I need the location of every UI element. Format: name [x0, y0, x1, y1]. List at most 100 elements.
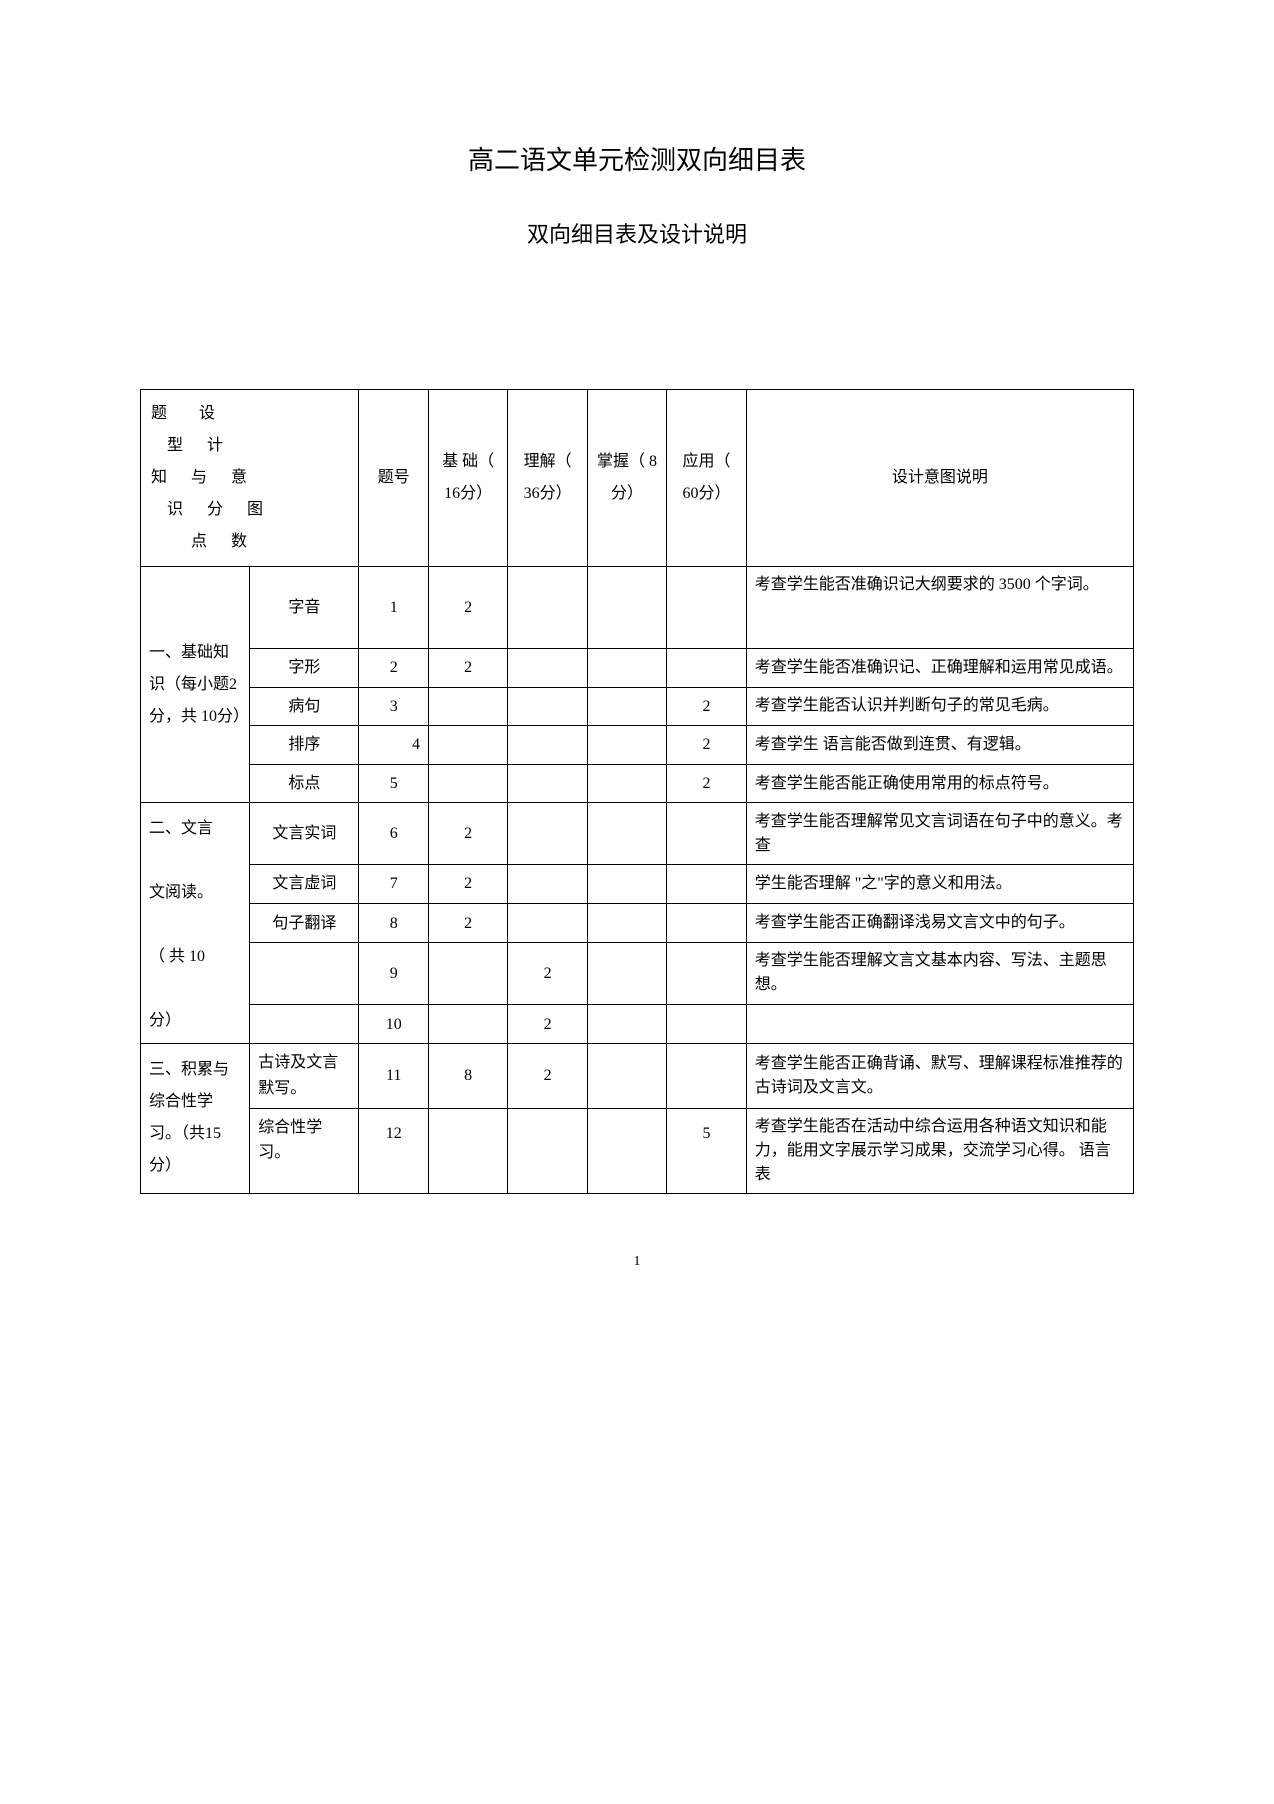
- score-master: [587, 865, 666, 904]
- header-understand: 理解（ 36分）: [508, 390, 587, 567]
- knowledge-point: 字音: [250, 567, 359, 649]
- score-basic: 2: [428, 567, 507, 649]
- score-master: [587, 904, 666, 943]
- score-understand: [508, 904, 587, 943]
- table-row: 排序 4 2 考查学生 语言能否做到连贯、有逻辑。: [141, 726, 1134, 765]
- score-master: [587, 803, 666, 865]
- score-understand: [508, 1108, 587, 1193]
- question-number: 11: [359, 1044, 429, 1108]
- row-description: 考查学生能否正确翻译浅易文言文中的句子。: [746, 904, 1133, 943]
- score-understand: [508, 687, 587, 726]
- table-row: 二、文言 文阅读。 （ 共 10 分） 文言实词 6 2 考查学生能否理解常见文…: [141, 803, 1134, 865]
- section-1-label: 一、基础知识（每小题2 分，共 10分）: [141, 567, 250, 803]
- page-number: 1: [140, 1254, 1134, 1270]
- knowledge-point: 排序: [250, 726, 359, 765]
- row-description: 考查学生能否在活动中综合运用各种语文知识和能力，能用文字展示学习成果，交流学习心…: [746, 1108, 1133, 1193]
- table-row: 一、基础知识（每小题2 分，共 10分） 字音 1 2 考查学生能否准确识记大纲…: [141, 567, 1134, 649]
- score-master: [587, 943, 666, 1005]
- knowledge-point: [250, 943, 359, 1005]
- section-2-label: 二、文言 文阅读。 （ 共 10 分）: [141, 803, 250, 1044]
- header-explain: 设计意图说明: [746, 390, 1133, 567]
- question-number: 4: [359, 726, 429, 765]
- score-understand: [508, 865, 587, 904]
- knowledge-point: 古诗及文言默写。: [250, 1044, 359, 1108]
- score-understand: [508, 726, 587, 765]
- score-basic: [428, 1005, 507, 1044]
- score-apply: [667, 803, 746, 865]
- score-understand: 2: [508, 1044, 587, 1108]
- row-description: 考查学生能否准确识记大纲要求的 3500 个字词。: [746, 567, 1133, 649]
- table-row: 文言虚词 7 2 学生能否理解 "之"字的意义和用法。: [141, 865, 1134, 904]
- score-basic: [428, 687, 507, 726]
- score-master: [587, 567, 666, 649]
- score-apply: [667, 649, 746, 688]
- header-master: 掌握（ 8分）: [587, 390, 666, 567]
- score-basic: [428, 764, 507, 803]
- score-understand: [508, 803, 587, 865]
- question-number: 8: [359, 904, 429, 943]
- question-number: 12: [359, 1108, 429, 1193]
- question-number: 10: [359, 1005, 429, 1044]
- score-apply: 2: [667, 726, 746, 765]
- row-description: [746, 1005, 1133, 1044]
- row-description: 考查学生能否正确背诵、默写、理解课程标准推荐的古诗词及文言文。: [746, 1044, 1133, 1108]
- score-master: [587, 726, 666, 765]
- table-row: 病句 3 2 考查学生能否认识并判断句子的常见毛病。: [141, 687, 1134, 726]
- knowledge-point: 标点: [250, 764, 359, 803]
- question-number: 5: [359, 764, 429, 803]
- table-row: 句子翻译 8 2 考查学生能否正确翻译浅易文言文中的句子。: [141, 904, 1134, 943]
- score-basic: 2: [428, 865, 507, 904]
- score-apply: [667, 1005, 746, 1044]
- table-row: 字形 2 2 考查学生能否准确识记、正确理解和运用常见成语。: [141, 649, 1134, 688]
- table-row: 9 2 考查学生能否理解文言文基本内容、写法、主题思想。: [141, 943, 1134, 1005]
- score-apply: [667, 904, 746, 943]
- header-diagonal: 题 设 型 计 知 与 意 识 分 图 点 数: [141, 390, 359, 567]
- score-basic: [428, 943, 507, 1005]
- header-apply: 应用（ 60分）: [667, 390, 746, 567]
- score-basic: 2: [428, 904, 507, 943]
- score-basic: 2: [428, 649, 507, 688]
- score-master: [587, 687, 666, 726]
- question-number: 9: [359, 943, 429, 1005]
- row-description: 考查学生能否理解文言文基本内容、写法、主题思想。: [746, 943, 1133, 1005]
- score-apply: [667, 567, 746, 649]
- score-basic: [428, 1108, 507, 1193]
- score-apply: 2: [667, 687, 746, 726]
- page-title: 高二语文单元检测双向细目表: [140, 140, 1134, 177]
- score-basic: 8: [428, 1044, 507, 1108]
- knowledge-point: 综合性学习。: [250, 1108, 359, 1193]
- table-row: 标点 5 2 考查学生能否能正确使用常用的标点符号。: [141, 764, 1134, 803]
- score-master: [587, 1005, 666, 1044]
- page-subtitle: 双向细目表及设计说明: [140, 217, 1134, 249]
- score-apply: 5: [667, 1108, 746, 1193]
- score-understand: [508, 567, 587, 649]
- row-description: 考查学生能否准确识记、正确理解和运用常见成语。: [746, 649, 1133, 688]
- knowledge-point: 字形: [250, 649, 359, 688]
- question-number: 3: [359, 687, 429, 726]
- knowledge-point: 文言实词: [250, 803, 359, 865]
- score-master: [587, 764, 666, 803]
- row-description: 学生能否理解 "之"字的意义和用法。: [746, 865, 1133, 904]
- score-apply: [667, 865, 746, 904]
- table-row: 10 2: [141, 1005, 1134, 1044]
- score-understand: 2: [508, 1005, 587, 1044]
- knowledge-point: 病句: [250, 687, 359, 726]
- score-apply: 2: [667, 764, 746, 803]
- question-number: 1: [359, 567, 429, 649]
- question-number: 2: [359, 649, 429, 688]
- row-description: 考查学生能否理解常见文言词语在句子中的意义。考查: [746, 803, 1133, 865]
- score-apply: [667, 1044, 746, 1108]
- knowledge-point: 句子翻译: [250, 904, 359, 943]
- table-header-row: 题 设 型 计 知 与 意 识 分 图 点 数 题号 基 础（ 16分） 理解（…: [141, 390, 1134, 567]
- specification-table: 题 设 型 计 知 与 意 识 分 图 点 数 题号 基 础（ 16分） 理解（…: [140, 389, 1134, 1194]
- question-number: 6: [359, 803, 429, 865]
- knowledge-point: [250, 1005, 359, 1044]
- score-basic: 2: [428, 803, 507, 865]
- score-understand: 2: [508, 943, 587, 1005]
- score-master: [587, 1044, 666, 1108]
- header-basic: 基 础（ 16分）: [428, 390, 507, 567]
- question-number: 7: [359, 865, 429, 904]
- row-description: 考查学生 语言能否做到连贯、有逻辑。: [746, 726, 1133, 765]
- score-understand: [508, 649, 587, 688]
- header-number: 题号: [359, 390, 429, 567]
